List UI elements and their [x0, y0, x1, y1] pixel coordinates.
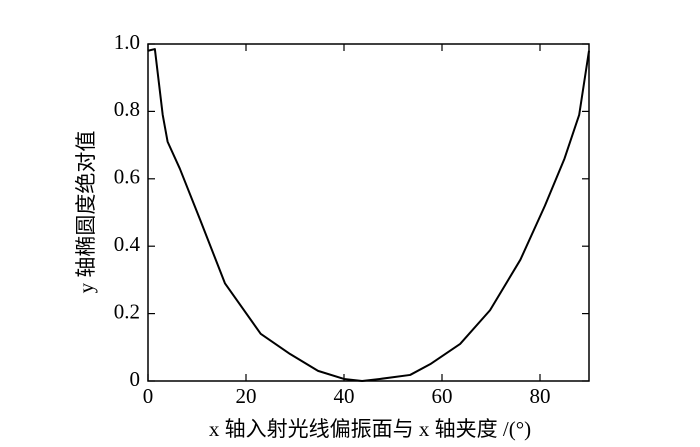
- x-tick-label: 60: [432, 384, 453, 408]
- x-tick-label: 40: [334, 384, 355, 408]
- plot-frame: [147, 43, 590, 382]
- x-tick-label: 80: [530, 384, 551, 408]
- y-tick-label: 0.6: [114, 165, 140, 189]
- y-tick-label: 0.2: [114, 299, 140, 323]
- y-axis-label: y 轴椭圆度绝对值: [74, 131, 98, 294]
- y-tick-label: 1.0: [114, 30, 140, 54]
- x-axis-label: x 轴入射光线偏振面与 x 轴夹度 /(°): [209, 417, 531, 441]
- x-tick-label: 20: [236, 384, 257, 408]
- y-tick-label: 0.8: [114, 97, 140, 121]
- y-tick-label: 0: [130, 367, 141, 391]
- x-tick-label: 0: [143, 384, 154, 408]
- y-tick-label: 0.4: [114, 232, 141, 256]
- data-line: [147, 48, 590, 382]
